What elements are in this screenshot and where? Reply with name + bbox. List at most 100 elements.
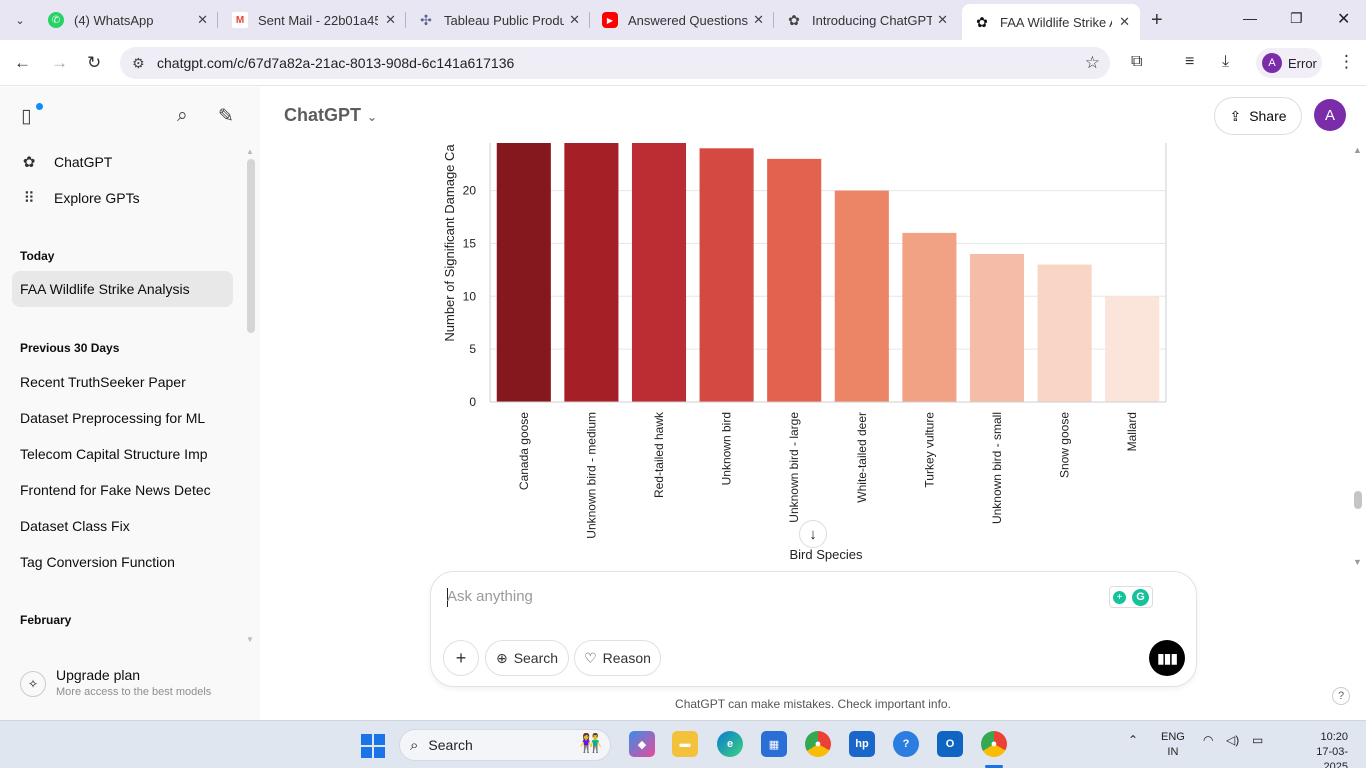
sidebar-item[interactable]: Recent TruthSeeker Paper: [20, 374, 186, 390]
outlook-icon[interactable]: O: [937, 731, 963, 757]
copilot-icon[interactable]: ◆: [629, 731, 655, 757]
bar-2: [564, 143, 619, 402]
windows-start-icon[interactable]: [361, 734, 385, 758]
tab-title: Introducing ChatGPT: [812, 12, 932, 28]
scroll-up-arrow[interactable]: ▲: [246, 147, 254, 156]
address-bar[interactable]: ⚙ chatgpt.com/c/67d7a82a-21ac-8013-908d-…: [120, 47, 1110, 79]
chrome-profile-icon[interactable]: ●: [981, 731, 1007, 757]
tab-title: FAA Wildlife Strike An: [1000, 14, 1112, 30]
tab-title: Answered Questions: [628, 12, 748, 28]
sidebar-item[interactable]: Dataset Preprocessing for ML: [20, 410, 206, 426]
tab-introducing-chatgpt[interactable]: ✿ Introducing ChatGPT ✕: [774, 6, 958, 34]
extensions-icon[interactable]: ⧉: [1131, 53, 1143, 70]
tab-youtube[interactable]: ▶ Answered Questions ✕: [590, 6, 774, 34]
wifi-icon[interactable]: ◠: [1203, 733, 1214, 747]
back-arrow-icon[interactable]: ←: [14, 53, 31, 72]
restore-icon[interactable]: ❐: [1290, 10, 1303, 26]
attach-button[interactable]: +: [443, 640, 479, 676]
windows-taskbar: ⌕ Search 👫 ◆ ▬ e ▦ ● hp ? O ● ⌃ ENG IN ◠…: [0, 720, 1366, 768]
user-avatar[interactable]: A: [1314, 99, 1346, 131]
search-button[interactable]: ⊕ Search: [485, 640, 569, 676]
main-scrollbar[interactable]: [1354, 491, 1362, 509]
share-button[interactable]: ⇪ Share: [1214, 97, 1302, 135]
chrome-icon[interactable]: ●: [805, 731, 831, 757]
grid-icon: ⠿: [23, 190, 35, 207]
sidebar-toggle-icon[interactable]: ▯: [21, 106, 32, 127]
sidebar-item[interactable]: Tag Conversion Function: [20, 554, 175, 570]
tab-search-icon[interactable]: ⌄: [15, 14, 25, 27]
tab-faa-wildlife[interactable]: ✿ FAA Wildlife Strike An ✕: [962, 4, 1140, 40]
close-icon[interactable]: ✕: [385, 12, 396, 27]
sidebar-link-chatgpt[interactable]: ✿ ChatGPT: [20, 153, 113, 171]
share-icon: ⇪: [1229, 107, 1242, 124]
tab-whatsapp[interactable]: ✆ (4) WhatsApp ✕: [36, 6, 218, 34]
taskbar-search[interactable]: ⌕ Search 👫: [399, 729, 611, 761]
x-tick-label: Unknown bird - large: [787, 412, 801, 523]
close-icon[interactable]: ✕: [1119, 14, 1130, 29]
scroll-down-arrow[interactable]: ▼: [246, 635, 254, 644]
scroll-to-bottom-button[interactable]: ↓: [799, 520, 827, 548]
language-code: ENG: [1161, 731, 1185, 743]
main-panel: ChatGPT ⌄ ⇪ Share A 0 5 10 15 20 Canada goose U…: [260, 87, 1366, 720]
region-code: IN: [1167, 746, 1179, 758]
language-indicator[interactable]: ENG IN: [1161, 730, 1185, 760]
bar-7: [902, 232, 957, 402]
search-icon[interactable]: ⌕: [177, 105, 188, 126]
sidebar-scrollbar[interactable]: [247, 159, 255, 333]
y-tick-label: 10: [463, 289, 477, 303]
download-icon[interactable]: ⤓: [1222, 53, 1230, 70]
close-icon[interactable]: ✕: [753, 12, 764, 27]
voice-mode-button[interactable]: ▮▮▮: [1149, 640, 1185, 676]
tab-tableau[interactable]: ✣ Tableau Public Produc ✕: [406, 6, 590, 34]
close-icon[interactable]: ✕: [937, 12, 948, 27]
x-axis-label: Bird Species: [790, 547, 863, 562]
volume-icon[interactable]: ◁): [1226, 733, 1240, 747]
x-tick-label: Snow goose: [1058, 412, 1072, 478]
site-info-icon[interactable]: ⚙: [132, 55, 145, 71]
prompt-input[interactable]: [447, 588, 1047, 605]
scroll-down-arrow[interactable]: ▼: [1353, 557, 1362, 567]
reason-button[interactable]: ♡ Reason: [574, 640, 661, 676]
grammarly-widget[interactable]: + G: [1109, 586, 1153, 608]
upgrade-icon: ✧: [20, 671, 46, 697]
media-control-icon[interactable]: ≡: [1185, 53, 1195, 70]
tray-chevron-up-icon[interactable]: ⌃: [1128, 733, 1139, 747]
profile-button[interactable]: A Error: [1256, 48, 1322, 78]
system-clock[interactable]: 10:20 17-03-2025: [1296, 730, 1348, 768]
file-explorer-icon[interactable]: ▬: [672, 731, 698, 757]
scroll-up-arrow[interactable]: ▲: [1353, 145, 1362, 155]
url-text[interactable]: chatgpt.com/c/67d7a82a-21ac-8013-908d-6c…: [157, 55, 515, 71]
forward-arrow-icon[interactable]: →: [51, 53, 68, 72]
close-icon[interactable]: ✕: [569, 12, 580, 27]
close-icon[interactable]: ✕: [197, 12, 208, 27]
tableau-icon: ✣: [420, 11, 432, 28]
minimize-icon[interactable]: —: [1243, 10, 1257, 26]
new-tab-button[interactable]: +: [1151, 9, 1163, 31]
globe-icon: ⊕: [495, 649, 508, 666]
bar-3: [631, 143, 687, 402]
reload-icon[interactable]: ↻: [87, 53, 102, 72]
bookmark-star-icon[interactable]: ☆: [1084, 53, 1100, 72]
myhp-icon[interactable]: hp: [849, 731, 875, 757]
model-selector[interactable]: ChatGPT ⌄: [284, 105, 377, 126]
battery-icon[interactable]: ▭: [1252, 733, 1264, 747]
bar-9: [1037, 264, 1092, 402]
bar-chart-svg: 0 5 10 15 20 Canada goose Unknown bird - mediu…: [442, 143, 1167, 562]
new-chat-icon[interactable]: ✎: [218, 106, 234, 127]
window-close-icon[interactable]: ✕: [1337, 11, 1351, 28]
browser-menu-icon[interactable]: ⋮: [1338, 52, 1355, 71]
tab-gmail[interactable]: M Sent Mail - 22b01a45 ✕: [220, 6, 406, 34]
sidebar-item-faa-wildlife[interactable]: FAA Wildlife Strike Analysis: [12, 271, 233, 307]
help-button[interactable]: ?: [1332, 687, 1350, 705]
clock-date: 17-03-2025: [1316, 746, 1348, 768]
help-app-icon[interactable]: ?: [893, 731, 919, 757]
edge-icon[interactable]: e: [717, 731, 743, 757]
sidebar-item[interactable]: Dataset Class Fix: [20, 518, 130, 534]
upgrade-plan-button[interactable]: ✧ Upgrade plan More access to the best m…: [20, 667, 211, 698]
bar-1: [496, 143, 551, 402]
search-label: Search: [513, 650, 559, 666]
store-icon[interactable]: ▦: [761, 731, 787, 757]
sidebar-link-explore-gpts[interactable]: ⠿ Explore GPTs: [20, 189, 140, 207]
sidebar-item[interactable]: Telecom Capital Structure Imp: [20, 446, 208, 462]
sidebar-item[interactable]: Frontend for Fake News Detec: [20, 482, 211, 498]
